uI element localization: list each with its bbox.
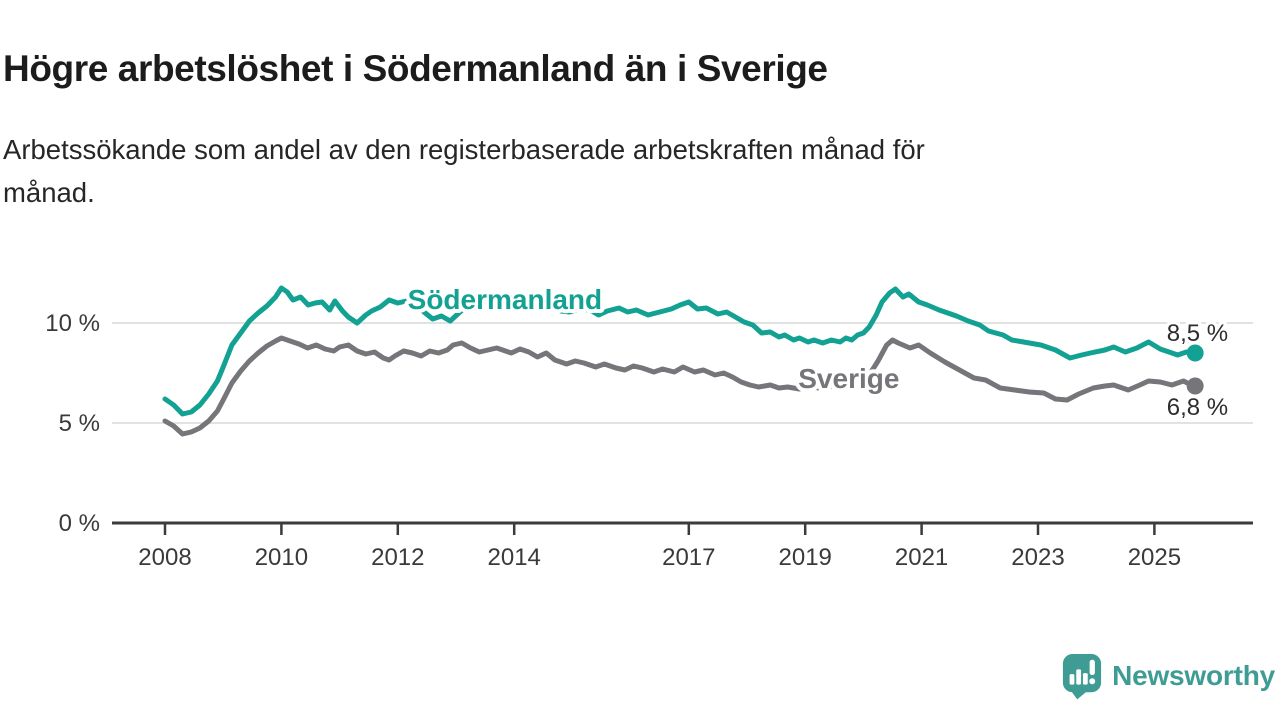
x-tick-label-2010: 2010 — [255, 544, 308, 571]
page-title: Högre arbetslöshet i Södermanland än i S… — [3, 47, 828, 89]
subtitle-line-2: månad. — [3, 177, 95, 209]
series-end-dot-södermanland — [1186, 344, 1204, 362]
end-value-label-södermanland: 8,5 % — [1167, 320, 1228, 347]
newsworthy-logo-icon — [1062, 654, 1102, 700]
newsworthy-logo-text: Newsworthy — [1112, 660, 1275, 691]
end-value-label-sverige: 6,8 % — [1167, 394, 1228, 421]
x-tick-label-2025: 2025 — [1128, 544, 1181, 571]
series-end-dot-sverige — [1186, 377, 1204, 395]
series-line-sverige — [162, 335, 1198, 437]
x-tick-label-2023: 2023 — [1011, 544, 1064, 571]
x-tick-label-2021: 2021 — [895, 544, 948, 571]
chart-subtitle: Arbetssökande som andel av den registerb… — [3, 128, 1223, 215]
x-tick-label-2014: 2014 — [488, 544, 541, 571]
subtitle-line-1: Arbetssökande som andel av den registerb… — [3, 134, 925, 165]
newsworthy-logo: Newsworthy — [1061, 652, 1275, 700]
x-tick-label-2008: 2008 — [138, 544, 191, 571]
y-tick-label-5pct: 5 % — [59, 410, 100, 437]
series-label-sverige: Sverige — [798, 363, 899, 394]
y-tick-label-10pct: 10 % — [45, 310, 100, 337]
x-tick-label-2012: 2012 — [371, 544, 424, 571]
x-tick-label-2017: 2017 — [662, 544, 715, 571]
x-tick-label-2019: 2019 — [779, 544, 832, 571]
series-label-södermanland: Södermanland — [408, 284, 602, 315]
series-line-södermanland — [162, 285, 1198, 417]
y-tick-label-0pct: 0 % — [59, 510, 100, 537]
